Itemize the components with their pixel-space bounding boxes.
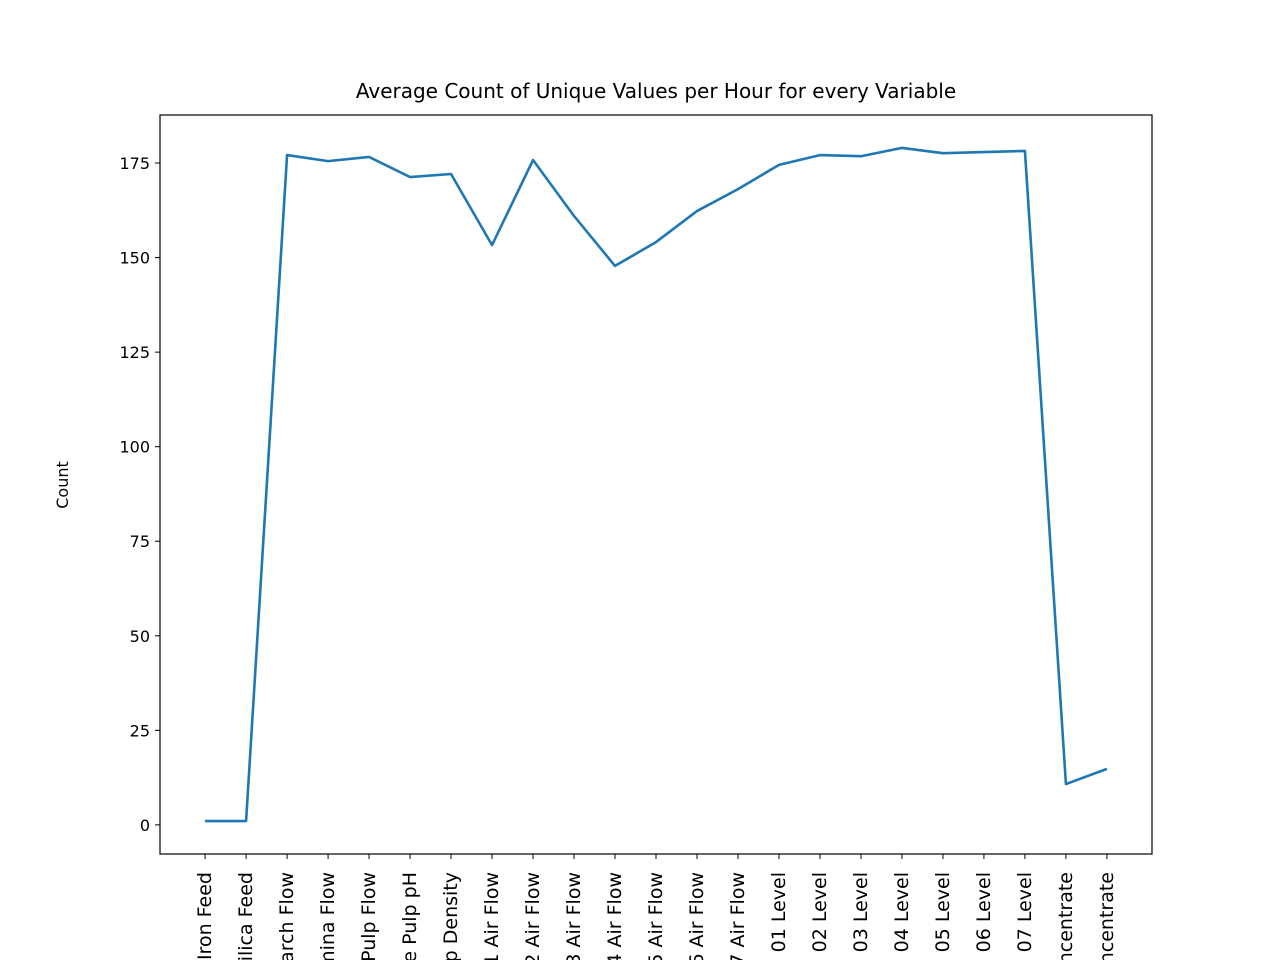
y-tick-label: 75 (130, 532, 150, 551)
x-tick-label: Amina Flow (317, 872, 339, 960)
x-tick-label: Flotation Column 01 Air Flow (481, 872, 503, 960)
x-tick-label: Flotation Column 05 Air Flow (645, 872, 667, 960)
x-tick-label: % Iron Feed (194, 872, 216, 960)
y-axis-label: Count (53, 461, 72, 509)
y-tick-label: 50 (130, 627, 150, 646)
y-tick-label: 25 (130, 721, 150, 740)
x-tick-label: % Iron Concentrate (1055, 872, 1077, 960)
x-tick-label: Starch Flow (276, 872, 298, 960)
x-tick-label: Ore Pulp Flow (358, 872, 380, 960)
x-tick-label: Flotation Column 01 Level (768, 872, 790, 960)
x-tick-label: Flotation Column 05 Level (932, 872, 954, 960)
x-tick-label: Ore Pulp Density (440, 872, 462, 960)
x-tick-label: % Silica Feed (235, 872, 257, 960)
x-tick-label: Flotation Column 04 Level (891, 872, 913, 960)
x-tick-label: Flotation Column 02 Air Flow (522, 872, 544, 960)
chart-title: Average Count of Unique Values per Hour … (356, 79, 956, 103)
x-tick-label: Flotation Column 02 Level (809, 872, 831, 960)
x-tick-label: Flotation Column 04 Air Flow (604, 872, 626, 960)
y-tick-label: 150 (119, 249, 150, 268)
y-tick-label: 125 (119, 343, 150, 362)
x-tick-label: % Silica Concentrate (1096, 872, 1118, 960)
y-tick-label: 175 (119, 154, 150, 173)
x-tick-label: Flotation Column 07 Level (1014, 872, 1036, 960)
line (205, 146, 1108, 823)
y-tick-label: 0 (140, 816, 150, 835)
x-tick-label: Flotation Column 03 Air Flow (563, 872, 585, 960)
x-tick-label: Ore Pulp pH (399, 872, 421, 960)
x-tick-label: Flotation Column 07 Air Flow (727, 872, 749, 960)
x-tick-label: Flotation Column 03 Level (850, 872, 872, 960)
x-tick-label: Flotation Column 06 Air Flow (686, 872, 708, 960)
y-tick-label: 100 (119, 438, 150, 457)
x-tick-label: Flotation Column 06 Level (973, 872, 995, 960)
plot-frame (159, 114, 1153, 855)
